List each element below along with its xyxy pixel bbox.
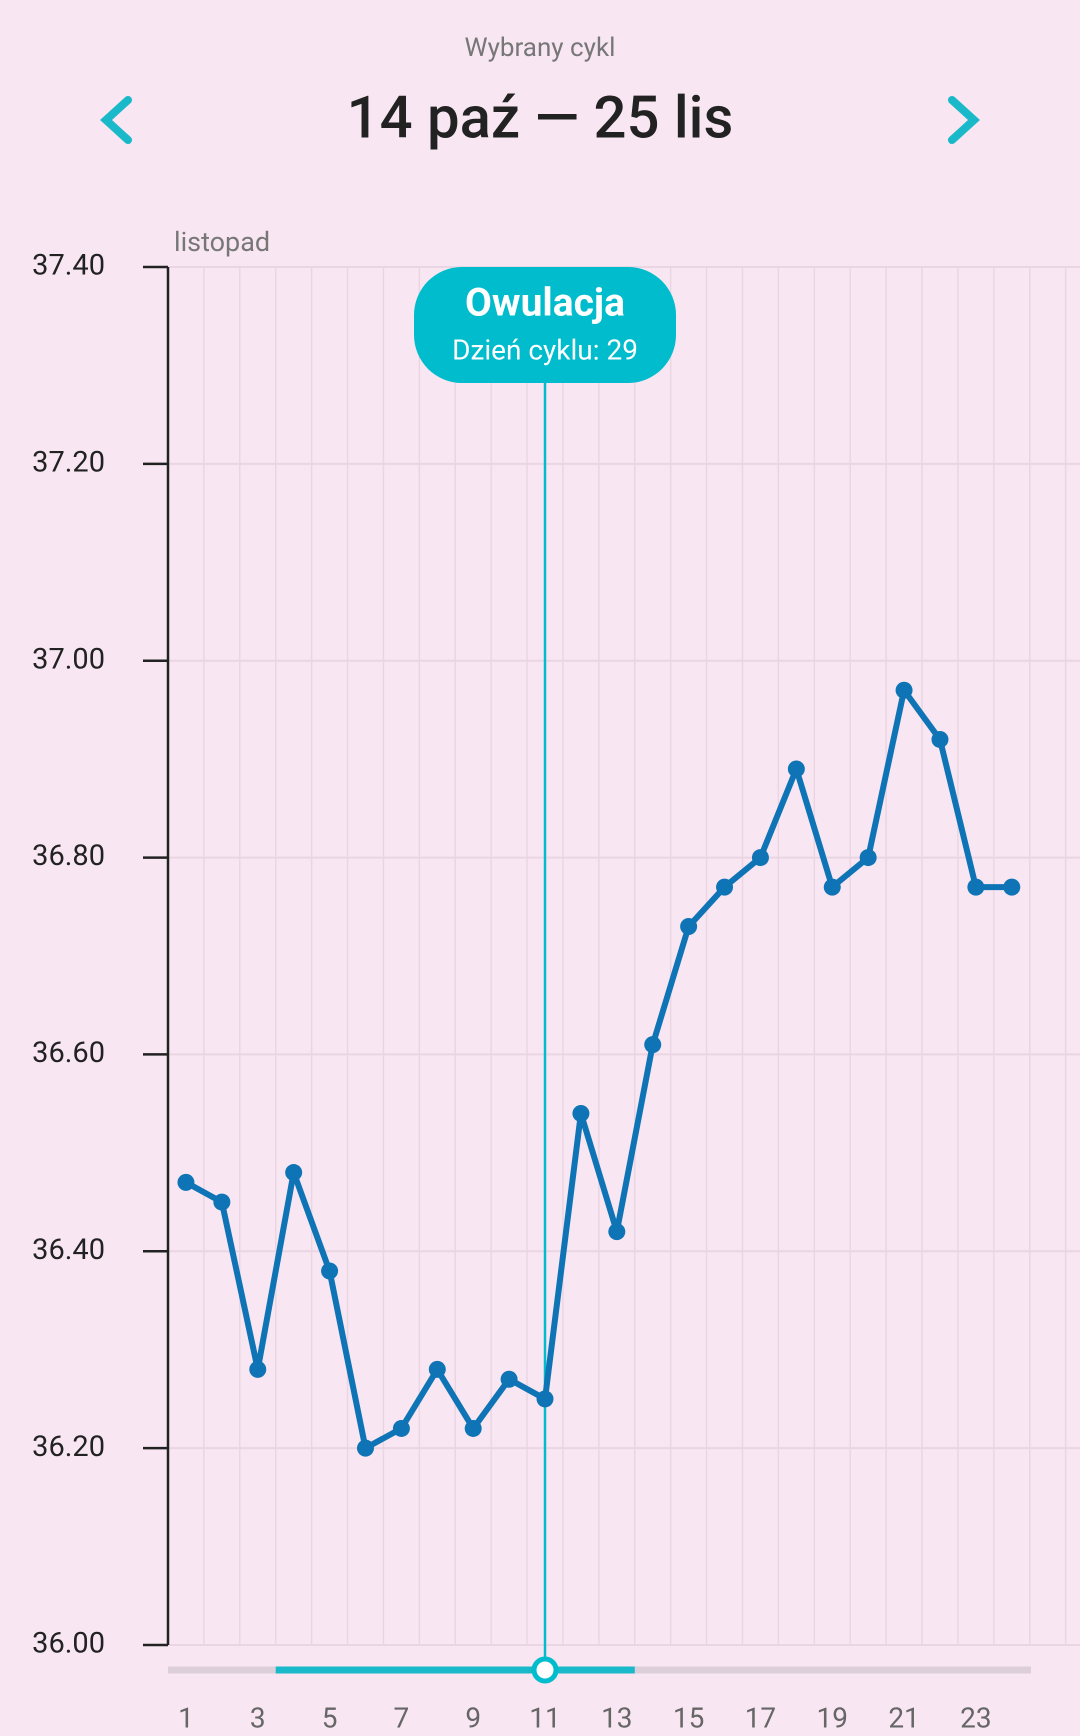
x-tick-label: 15 (673, 1701, 704, 1734)
header-label: Wybrany cykl (465, 33, 616, 63)
temperature-point[interactable] (859, 849, 877, 867)
x-tick-label: 17 (745, 1701, 776, 1734)
temperature-point[interactable] (285, 1164, 303, 1182)
temperature-point[interactable] (321, 1262, 339, 1280)
temperature-point[interactable] (823, 878, 841, 896)
temperature-point[interactable] (249, 1360, 267, 1378)
temperature-point[interactable] (644, 1036, 662, 1054)
temperature-point[interactable] (536, 1390, 554, 1408)
temperature-point[interactable] (967, 878, 985, 896)
y-tick-label: 36.20 (32, 1430, 105, 1464)
temperature-point[interactable] (716, 878, 734, 896)
temperature-point[interactable] (392, 1419, 410, 1437)
x-tick-label: 11 (529, 1701, 560, 1734)
month-label: listopad (174, 226, 270, 258)
prev-button[interactable] (100, 96, 132, 144)
temperature-point[interactable] (500, 1370, 518, 1388)
y-tick-label: 37.00 (32, 642, 105, 676)
y-tick-label: 36.40 (32, 1233, 105, 1267)
y-tick-label: 36.80 (32, 839, 105, 873)
temperature-point[interactable] (1003, 878, 1021, 896)
y-tick-label: 36.60 (32, 1036, 105, 1070)
x-tick-label: 5 (322, 1701, 338, 1734)
x-tick-label: 7 (394, 1701, 410, 1734)
y-tick-label: 37.40 (32, 249, 105, 283)
temperature-point[interactable] (680, 917, 698, 935)
temperature-line (184, 687, 1012, 1452)
temperature-point[interactable] (751, 849, 769, 867)
temperature-point[interactable] (428, 1360, 446, 1378)
cycle-title: 14 paź — 25 lis (347, 84, 734, 152)
slider-thumb[interactable] (531, 1656, 559, 1684)
temperature-point[interactable] (356, 1439, 374, 1457)
temperature-point[interactable] (608, 1223, 626, 1241)
x-tick-label: 19 (817, 1701, 848, 1734)
temperature-point[interactable] (177, 1173, 195, 1191)
x-tick-label: 13 (601, 1701, 632, 1734)
temperature-point[interactable] (895, 681, 913, 699)
x-tick-label: 23 (960, 1701, 991, 1734)
temperature-point[interactable] (213, 1193, 231, 1211)
ovulation-title: Owulacja (465, 279, 625, 325)
ovulation-day: Dzień cyklu: 29 (452, 333, 638, 366)
y-tick-label: 37.20 (32, 446, 105, 480)
ovulation-badge (414, 267, 677, 383)
temperature-point[interactable] (464, 1419, 482, 1437)
temperature-point[interactable] (572, 1104, 590, 1122)
temperature-point[interactable] (787, 760, 805, 778)
y-tick-label: 36.00 (32, 1627, 105, 1661)
x-tick-label: 21 (888, 1701, 919, 1734)
x-tick-label: 1 (178, 1701, 194, 1734)
x-tick-label: 3 (250, 1701, 266, 1734)
temperature-point[interactable] (931, 730, 949, 748)
x-tick-label: 9 (465, 1701, 481, 1734)
next-button[interactable] (948, 96, 980, 144)
